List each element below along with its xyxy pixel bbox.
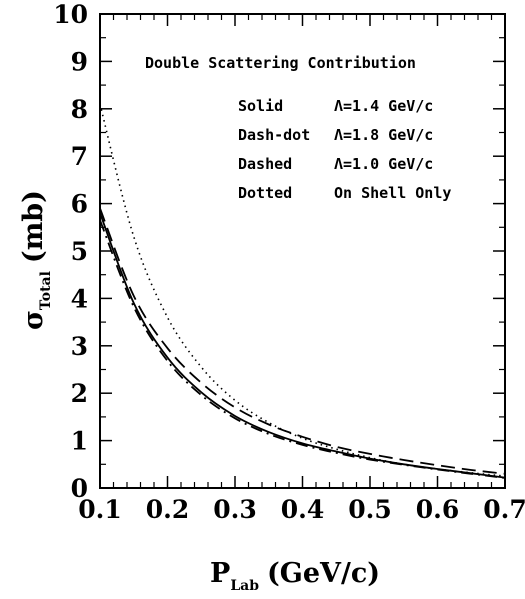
x-tick-label: 0.3: [213, 495, 257, 524]
series-lines: [99, 103, 506, 479]
legend-desc-solid: Λ=1.4 GeV/c: [334, 97, 433, 115]
x-tick-label: 0.1: [78, 495, 122, 524]
y-tick-label: 0: [71, 474, 88, 503]
y-axis-title-unit: (mb): [18, 190, 49, 263]
legend-desc-dashdot: Λ=1.8 GeV/c: [334, 126, 433, 144]
tick-labels: 0.1 0.2 0.3 0.4 0.5 0.6 0.7 0 1 2 3 4 5 6 7 8 9 10: [53, 0, 525, 524]
legend-style-dashdot: Dash-dot: [238, 126, 310, 144]
y-tick-label: 8: [71, 95, 88, 124]
plot-frame: [99, 13, 506, 489]
y-tick-label: 7: [71, 142, 88, 171]
legend-desc-dashed: Λ=1.0 GeV/c: [334, 155, 433, 173]
legend-style-dotted: Dotted: [238, 184, 292, 202]
x-tick-label: 0.4: [281, 495, 325, 524]
legend: Solid Λ=1.4 GeV/c Dash-dot Λ=1.8 GeV/c D…: [238, 97, 451, 202]
legend-style-solid: Solid: [238, 97, 283, 115]
x-tick-label: 0.6: [416, 495, 460, 524]
series-line-dashed: [99, 207, 506, 475]
y-tick-label: 9: [71, 47, 88, 76]
y-tick-label: 2: [71, 379, 88, 408]
legend-desc-dotted: On Shell Only: [334, 184, 451, 202]
x-tick-label: 0.5: [348, 495, 392, 524]
series-line-solid: [99, 212, 506, 479]
y-tick-label: 5: [71, 237, 88, 266]
series-line-dotted: [99, 103, 506, 477]
y-tick-label: 6: [71, 190, 88, 219]
x-tick-label: 0.7: [483, 495, 525, 524]
y-tick-label: 10: [53, 0, 88, 29]
y-axis-title-main: σ: [18, 310, 49, 330]
y-tick-label: 1: [71, 427, 88, 456]
x-tick-label: 0.2: [146, 495, 190, 524]
x-axis-title: PLab (GeV/c): [210, 558, 380, 594]
axis-ticks: [99, 13, 506, 489]
x-axis-title-sub: Lab: [230, 578, 259, 594]
svg-text:PLab(GeV/c): PLab (GeV/c): [210, 558, 380, 594]
svg-text:σTotal(mb): σTotal (mb): [18, 190, 54, 330]
y-tick-label: 4: [71, 284, 88, 313]
y-tick-label: 3: [71, 332, 88, 361]
series-line-dash-dot: [99, 219, 506, 479]
y-axis-title-sub: Total: [38, 271, 54, 310]
chart-annotation: Double Scattering Contribution: [145, 54, 416, 72]
x-axis-title-main: P: [210, 558, 230, 589]
x-axis-title-unit: (GeV/c): [267, 558, 380, 589]
y-axis-title: σTotal (mb): [18, 190, 54, 330]
legend-style-dashed: Dashed: [238, 155, 292, 173]
